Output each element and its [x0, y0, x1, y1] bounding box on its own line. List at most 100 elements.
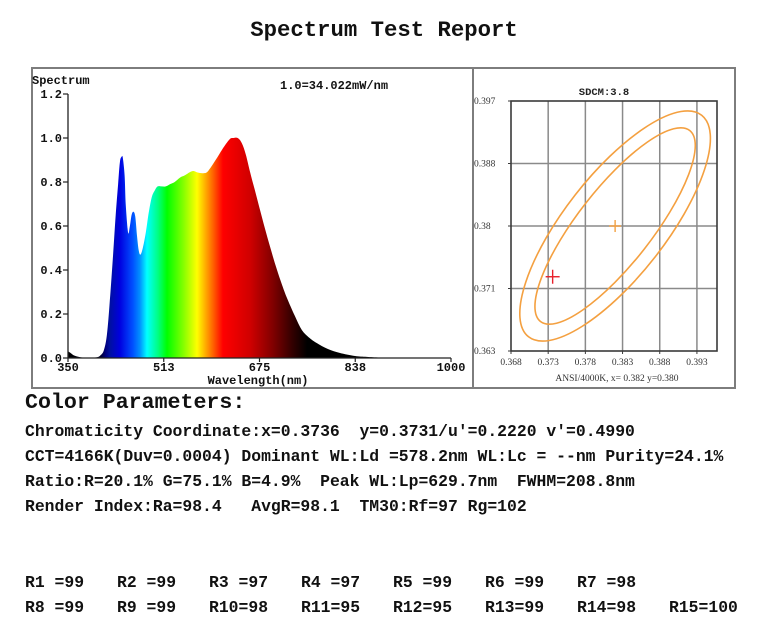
spectrum-curve	[68, 137, 451, 358]
spectrum-axes: 0.0 0.2 0.4 0.6 0.8 1.0 1.2 350 513 675 838 1000	[40, 88, 465, 375]
peak-wavelength: Peak WL:Lp=629.7nm	[320, 472, 498, 491]
target-center-cross-icon	[609, 220, 622, 232]
chromaticity-x: x=0.3736	[261, 422, 340, 441]
y-tick-label: 0.2	[40, 308, 62, 322]
cct-value: CCT=4166K	[25, 447, 114, 466]
r2-cell: R2 = 99	[117, 574, 209, 592]
r-value: 97	[340, 573, 361, 592]
y-tick-label: 0.4	[40, 264, 62, 278]
y-tick-label: 0.6	[40, 220, 62, 234]
cie-y-tick-label: 0.388	[474, 160, 496, 170]
r-label: R7 =	[577, 573, 617, 592]
r10-cell: R10= 98	[209, 599, 301, 617]
cie-y-tick-label: 0.363	[474, 347, 496, 357]
r1-cell: R1 = 99	[25, 574, 117, 592]
r-value: 95	[340, 598, 361, 617]
complementary-wl-label: WL:Lc	[477, 447, 527, 466]
ratio-line: Ratio: R=20.1% G=75.1% B=4.9% Peak WL:Lp…	[25, 473, 635, 491]
chromaticity-separator: /	[438, 422, 448, 441]
r-value: 99	[432, 573, 453, 592]
r-value: 99	[156, 573, 177, 592]
r-label: R13=	[485, 598, 525, 617]
r-value: 99	[64, 598, 85, 617]
x-tick-label: 350	[57, 361, 79, 375]
r-value: 98	[248, 598, 269, 617]
r-label: R12=	[393, 598, 433, 617]
r4-cell: R4 = 97	[301, 574, 393, 592]
render-index-label: Render Index:	[25, 497, 153, 516]
cie-x-tick-label: 0.373	[537, 358, 559, 368]
r-value: 99	[156, 598, 177, 617]
tm30-label: TM30:	[359, 497, 409, 516]
r-label: R9 =	[117, 598, 157, 617]
r-label: R4 =	[301, 573, 341, 592]
cie-grid: 0.368 0.373 0.378 0.383 0.388 0.393 0.363 0.371…	[474, 97, 717, 368]
r-value: 98	[616, 573, 637, 592]
chromaticity-y: y=0.3731	[359, 422, 439, 441]
cie-x-tick-label: 0.393	[686, 358, 708, 368]
r-label: R2 =	[117, 573, 157, 592]
chromaticity-u-prime: u'=0.2220	[448, 422, 537, 441]
spectrum-ylabel: Spectrum	[32, 74, 90, 88]
cie-points	[545, 220, 622, 284]
r-value: 100	[708, 598, 738, 617]
y-tick-label: 0.0	[40, 352, 62, 366]
charts-frame	[31, 67, 736, 389]
render-index-line: Render Index: Ra=98.4 AvgR=98.1 TM30: Rf…	[25, 498, 527, 516]
cie-ellipses	[518, 110, 712, 342]
cie-y-tick-label: 0.38	[474, 222, 491, 232]
r-label: R3 =	[209, 573, 249, 592]
chromaticity-v-prime: v'=0.4990	[546, 422, 635, 441]
r-label: R11=	[301, 598, 341, 617]
r-value: 95	[432, 598, 453, 617]
rg-value: Rg=102	[467, 497, 527, 516]
r-label: R1 =	[25, 573, 65, 592]
cie-y-tick-label: 0.397	[474, 97, 496, 107]
chromaticity-line: Chromaticity Coordinate: x=0.3736 y=0.37…	[25, 423, 635, 441]
render-index-row-2: R8 = 99 R9 = 99 R10= 98 R11= 95 R12= 95 R13= 9…	[25, 599, 761, 617]
r8-cell: R8 = 99	[25, 599, 117, 617]
purity-value: Purity=24.1%	[605, 447, 724, 466]
r-value: 98	[616, 598, 637, 617]
x-tick-label: 1000	[437, 361, 466, 375]
cie-chart: SDCM:3.8 0.368 0.373 0.378 0.383 0.388 0.3930…	[474, 87, 718, 384]
report-title: Spectrum Test Report	[250, 17, 518, 43]
r9-cell: R9 = 99	[117, 599, 209, 617]
y-tick-label: 0.8	[40, 176, 62, 190]
cie-y-tick-label: 0.371	[474, 285, 496, 295]
ra-value: Ra=98.4	[152, 497, 222, 516]
y-tick-label: 1.0	[40, 132, 62, 146]
cie-x-tick-label: 0.388	[649, 358, 671, 368]
complementary-wl-value: = --nm	[536, 447, 596, 466]
r6-cell: R6 = 99	[485, 574, 577, 592]
r13-cell: R13= 99	[485, 599, 577, 617]
r14-cell: R14= 98	[577, 599, 669, 617]
r-label: R10=	[209, 598, 249, 617]
cct-line: CCT=4166K (Duv=0.0004) Dominant WL:Ld =5…	[25, 448, 723, 466]
r5-cell: R5 = 99	[393, 574, 485, 592]
ratio-red: R=20.1%	[84, 472, 153, 491]
r-value: 99	[524, 573, 545, 592]
outer-ellipse	[518, 110, 712, 342]
r-label: R8 =	[25, 598, 65, 617]
charts-divider	[472, 67, 474, 389]
ratio-blue: B=4.9%	[241, 472, 301, 491]
cie-x-tick-label: 0.368	[500, 358, 522, 368]
color-parameters-heading: Color Parameters:	[25, 391, 246, 415]
rf-value: Rf=97	[408, 497, 458, 516]
r7-cell: R7 = 98	[577, 574, 669, 592]
cie-xlabel: ANSI/4000K, x= 0.382 y=0.380	[555, 374, 678, 384]
charts-canvas: Spectrum 1.0=34.022mW/nm 0.0 0.2 0.4 0.6 0.8…	[32, 74, 718, 388]
r-label: R14=	[577, 598, 617, 617]
render-index-row-1: R1 = 99 R2 = 99 R3 = 97 R4 = 97 R5 = 99 R6 = 9…	[25, 574, 669, 592]
r12-cell: R12= 95	[393, 599, 485, 617]
dominant-wl-label: Dominant WL:Ld	[241, 447, 380, 466]
r-label: R5 =	[393, 573, 433, 592]
cie-x-tick-label: 0.378	[575, 358, 597, 368]
spectrum-xlabel: Wavelength(nm)	[208, 374, 309, 388]
ratio-label: Ratio:	[25, 472, 85, 491]
spectrum-chart: Spectrum 1.0=34.022mW/nm 0.0 0.2 0.4 0.6 0.8…	[32, 74, 465, 388]
cie-plot-border	[510, 100, 718, 352]
r-value: 99	[64, 573, 85, 592]
inner-ellipse	[534, 126, 697, 326]
